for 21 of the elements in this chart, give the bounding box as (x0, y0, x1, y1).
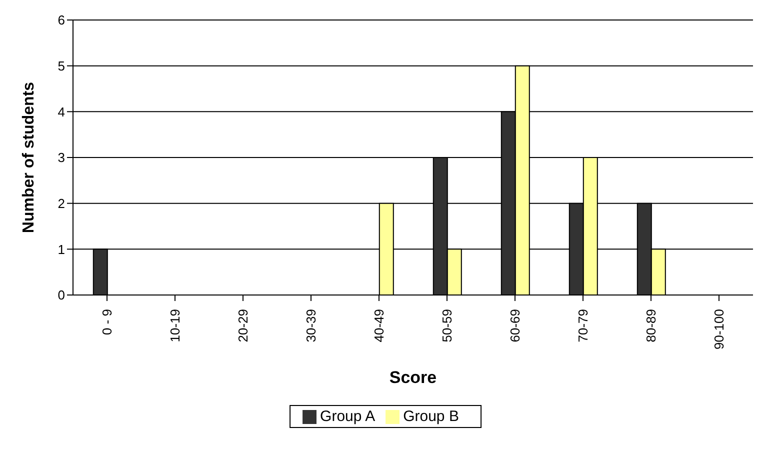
x-tick-label: 10-19 (168, 309, 182, 342)
y-tick-label: 1 (58, 242, 65, 257)
x-tick-label: 80-89 (644, 309, 658, 342)
x-tick-label: 70-79 (576, 309, 590, 342)
y-tick-label: 3 (58, 150, 65, 166)
x-tick-label: 30-39 (304, 309, 318, 342)
x-axis-title: Score (389, 368, 437, 387)
y-tick-label: 0 (58, 288, 65, 303)
legend-label: Group A (320, 408, 376, 425)
y-tick-label: 5 (58, 58, 65, 74)
x-tick-label: 20-29 (236, 309, 250, 342)
x-tick-label: 50-59 (440, 309, 454, 342)
y-tick-label: 6 (58, 12, 65, 28)
y-tick-label: 2 (58, 196, 65, 211)
x-tick-label: 60-69 (508, 309, 522, 342)
y-tick-label: 4 (58, 104, 65, 120)
x-tick-label: 90-100 (712, 309, 726, 350)
x-tick-label: 0 - 9 (100, 309, 114, 336)
legend-label: Group B (403, 408, 459, 425)
y-axis-title: Number of students (20, 82, 38, 234)
x-tick-label: 40-49 (372, 309, 386, 342)
